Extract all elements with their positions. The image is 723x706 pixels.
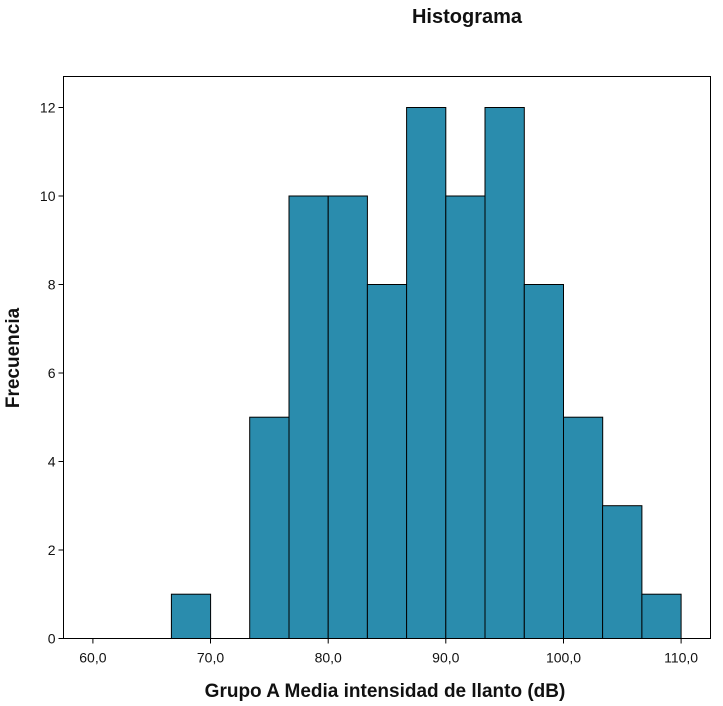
y-axis-label: Frecuencia xyxy=(3,307,24,408)
x-axis: 60,0 70,0 80,0 90,0 100,0 110,0 xyxy=(79,638,698,666)
histogram-bar-9 xyxy=(523,284,564,639)
y-tick-label: 8 xyxy=(48,277,56,293)
x-tick-label: 70,0 xyxy=(197,650,224,666)
y-tick-label: 4 xyxy=(48,454,56,470)
x-tick-label: 100,0 xyxy=(546,650,581,666)
y-tick-label: 2 xyxy=(48,542,56,558)
histogram-bar-11 xyxy=(602,505,643,640)
y-tick-label: 6 xyxy=(48,365,56,381)
histogram-bar-6 xyxy=(406,107,447,639)
x-tick-label: 80,0 xyxy=(315,650,342,666)
y-tick-label: 12 xyxy=(40,100,56,116)
bars-group xyxy=(170,107,682,640)
plot-frame xyxy=(63,76,711,639)
histogram-bar-1 xyxy=(170,593,212,640)
histogram-bar-3 xyxy=(288,195,329,639)
histogram-bar-5 xyxy=(366,284,408,639)
x-tick-label: 60,0 xyxy=(79,650,106,666)
histogram-bar-8 xyxy=(484,107,525,639)
chart-title: Histograma xyxy=(412,6,523,28)
x-axis-label: Grupo A Media intensidad de llanto (dB) xyxy=(205,681,566,702)
x-tick-label: 110,0 xyxy=(664,650,698,666)
histogram-bar-2 xyxy=(249,416,290,640)
y-axis: 0 2 4 6 8 10 12 xyxy=(40,100,64,647)
x-tick-label: 90,0 xyxy=(432,650,459,666)
y-tick-label: 10 xyxy=(40,188,56,204)
histogram-bar-12 xyxy=(641,593,682,640)
histogram-bar-4 xyxy=(327,195,368,639)
histogram-bar-10 xyxy=(563,416,604,640)
histogram-bar-7 xyxy=(445,195,486,639)
y-tick-label: 0 xyxy=(48,631,56,647)
